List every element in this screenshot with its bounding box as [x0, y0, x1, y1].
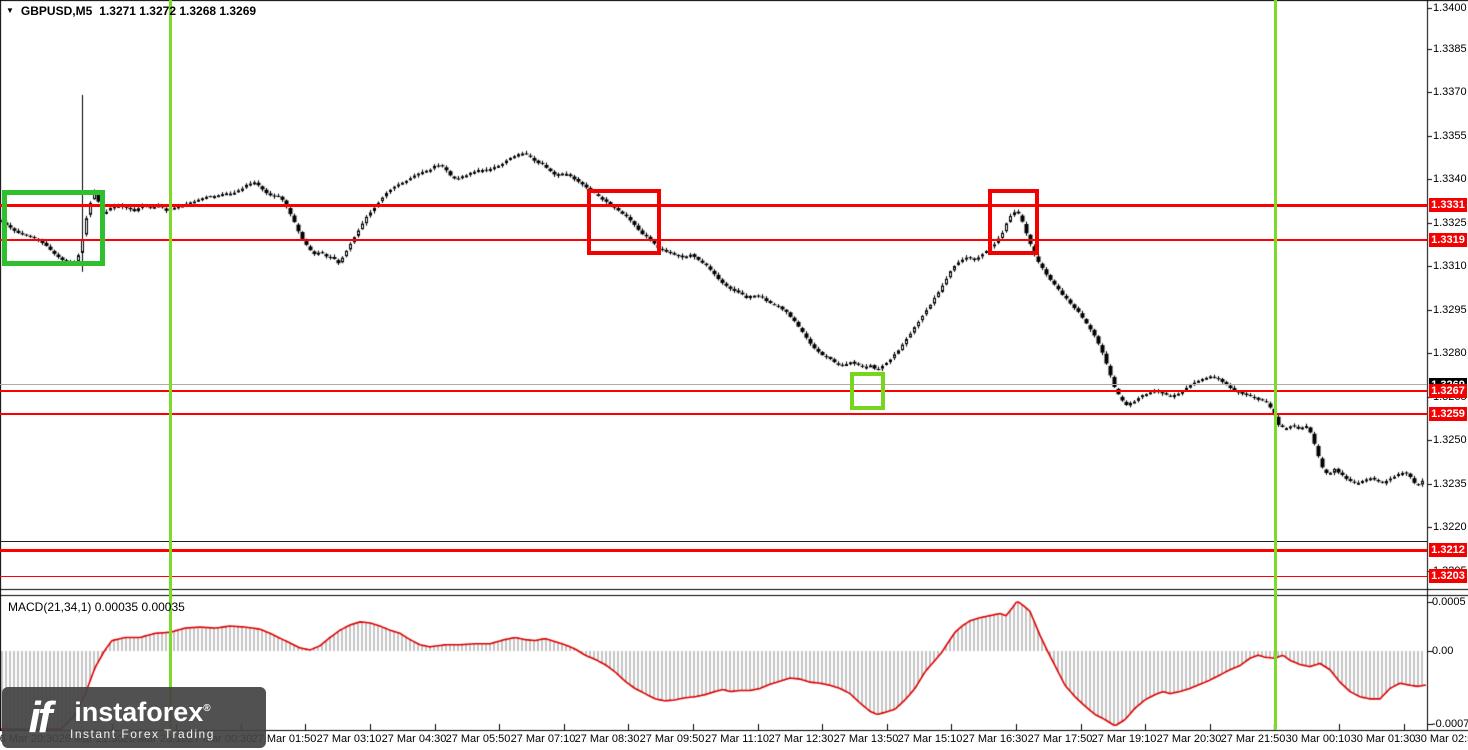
horizontal-price-line[interactable] [0, 412, 1427, 415]
horizontal-price-line[interactable] [0, 575, 1427, 577]
instaforex-watermark-logo: if instaforex® Instant Forex Trading [2, 687, 266, 748]
logo-subtitle: Instant Forex Trading [70, 726, 215, 741]
macd-name: MACD(21,34,1) [8, 600, 92, 614]
price-axis-badge: 1.3259 [1429, 406, 1467, 421]
time-axis-label: 27 Mar 12:30 [768, 733, 834, 745]
price-axis-label: 1.3235 [1432, 478, 1468, 490]
signal-rectangle[interactable] [587, 189, 661, 255]
horizontal-price-line[interactable] [0, 384, 1427, 386]
time-axis-label: 27 Mar 04:30 [381, 733, 447, 745]
macd-axis-label: 0.0005 [1432, 596, 1466, 608]
time-axis-label: 27 Mar 01:50 [251, 733, 317, 745]
vertical-time-line[interactable] [168, 0, 172, 730]
price-axis-badge: 1.3331 [1429, 198, 1467, 213]
horizontal-price-line[interactable] [0, 541, 1427, 542]
horizontal-price-line[interactable] [0, 389, 1427, 392]
vertical-time-line[interactable] [506, 0, 507, 730]
time-axis-label: 30 Mar 00:10 [1285, 733, 1351, 745]
logo-title: instaforex® [74, 696, 211, 727]
chevron-down-icon[interactable]: ▼ [6, 6, 14, 15]
time-axis-label: 27 Mar 16:30 [962, 733, 1028, 745]
time-axis-label: 30 Mar 02:50 [1414, 733, 1468, 745]
price-axis-badge: 1.3267 [1429, 383, 1467, 398]
time-axis-label: 30 Mar 01:30 [1350, 733, 1416, 745]
price-axis-label: 1.3325 [1432, 217, 1468, 229]
time-axis-label: 27 Mar 20:30 [1156, 733, 1222, 745]
vertical-time-line[interactable] [838, 0, 839, 730]
signal-rectangle[interactable] [850, 372, 885, 410]
price-axis-label: 1.3250 [1432, 434, 1468, 446]
horizontal-price-line[interactable] [0, 238, 1427, 241]
price-axis-label: 1.3280 [1432, 347, 1468, 359]
price-axis-label: 1.3295 [1432, 304, 1468, 316]
macd-value-signal: 0.00035 [141, 600, 185, 614]
instaforex-logo-icon: if [28, 692, 53, 742]
vertical-time-line[interactable] [1273, 0, 1277, 730]
time-axis-label: 27 Mar 05:50 [445, 733, 511, 745]
price-axis-label: 1.3370 [1432, 86, 1468, 98]
time-axis-label: 27 Mar 03:10 [316, 733, 382, 745]
horizontal-price-line[interactable] [0, 548, 1427, 552]
ohlc-values: 1.3271 1.3272 1.3268 1.3269 [99, 4, 257, 18]
time-axis-label: 27 Mar 07:10 [510, 733, 576, 745]
price-axis-badge: 1.3212 [1429, 543, 1467, 558]
horizontal-price-line[interactable] [0, 203, 1427, 207]
price-axis-label: 1.3220 [1432, 521, 1468, 533]
time-axis-label: 27 Mar 11:10 [704, 733, 770, 745]
time-axis-label: 27 Mar 21:50 [1220, 733, 1286, 745]
price-axis-label: 1.3340 [1432, 173, 1468, 185]
price-axis-label: 1.3385 [1432, 43, 1468, 55]
time-axis-label: 27 Mar 13:50 [833, 733, 899, 745]
time-axis-label: 27 Mar 09:50 [639, 733, 705, 745]
price-axis-badge: 1.3203 [1429, 569, 1467, 584]
price-axis-label: 1.3310 [1432, 260, 1468, 272]
registered-icon: ® [203, 702, 211, 714]
signal-rectangle[interactable] [988, 189, 1039, 255]
time-axis-label: 27 Mar 17:50 [1027, 733, 1093, 745]
macd-indicator-label: MACD(21,34,1) 0.00035 0.00035 [8, 600, 185, 614]
symbol-timeframe-label: GBPUSD,M5 [20, 4, 93, 18]
macd-axis-label: 0.00 [1432, 645, 1454, 657]
price-axis-badge: 1.3319 [1429, 232, 1467, 247]
price-axis-label: 1.3400 [1432, 2, 1468, 14]
price-axis-label: 1.3355 [1432, 130, 1468, 142]
macd-value-main: 0.00035 [94, 600, 139, 614]
time-axis-label: 27 Mar 08:30 [574, 733, 640, 745]
signal-rectangle[interactable] [2, 190, 105, 266]
chart-header: ▼ GBPUSD,M5 1.3271 1.3272 1.3268 1.3269 [6, 4, 256, 18]
time-axis-label: 27 Mar 15:10 [897, 733, 963, 745]
time-axis-label: 27 Mar 19:10 [1091, 733, 1157, 745]
